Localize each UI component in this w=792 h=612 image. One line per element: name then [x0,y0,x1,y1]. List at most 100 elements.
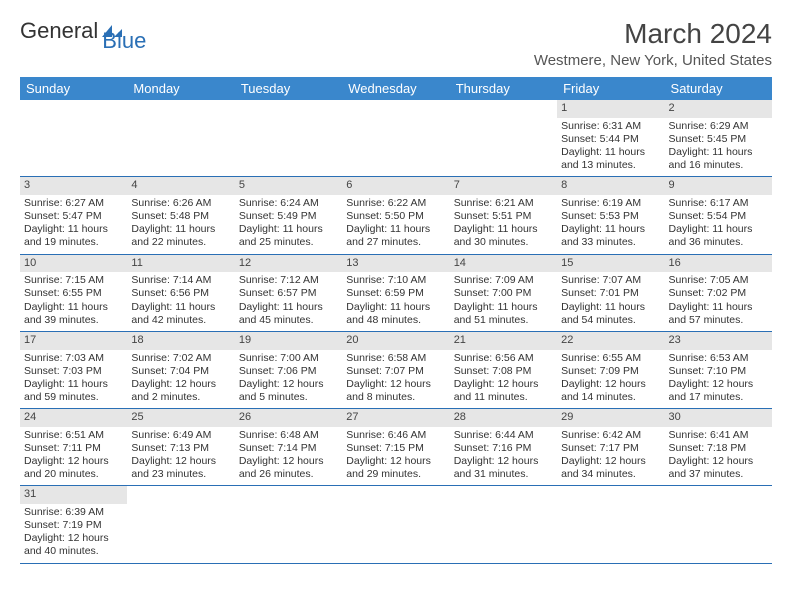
daylight-line: Daylight: 11 hours and 54 minutes. [561,301,660,327]
day-info [127,504,234,563]
sunset-line: Sunset: 7:01 PM [561,287,660,300]
day-number: 7 [450,177,557,195]
sunrise-line: Sunrise: 7:07 AM [561,274,660,287]
sunset-line: Sunset: 7:16 PM [454,442,553,455]
sunset-line: Sunset: 7:07 PM [346,365,445,378]
weekday-header: Sunday [20,77,127,100]
sunset-line: Sunset: 5:51 PM [454,210,553,223]
day-info [127,118,234,177]
day-number: 24 [20,409,127,427]
sunrise-line: Sunrise: 7:14 AM [131,274,230,287]
sunrise-line: Sunrise: 7:05 AM [669,274,768,287]
info-row: Sunrise: 7:15 AMSunset: 6:55 PM Daylight:… [20,272,772,331]
day-info: Sunrise: 6:21 AMSunset: 5:51 PMDaylight:… [450,195,557,254]
day-info: Sunrise: 6:58 AMSunset: 7:07 PMDaylight:… [342,350,449,409]
daylight-line: Daylight: 12 hours and 5 minutes. [239,378,338,404]
day-number [665,486,772,504]
month-title: March 2024 [534,18,772,50]
day-number: 26 [235,409,342,427]
sunset-line: Sunset: 5:47 PM [24,210,123,223]
day-info: Sunrise: 6:19 AMSunset: 5:53 PMDaylight:… [557,195,664,254]
sunset-line: Sunset: 5:54 PM [669,210,768,223]
sunrise-line: Sunrise: 6:22 AM [346,197,445,210]
sunrise-line: Sunrise: 7:12 AM [239,274,338,287]
weekday-header: Monday [127,77,234,100]
sunrise-line: Sunrise: 7:09 AM [454,274,553,287]
sunrise-line: Sunrise: 7:15 AM [24,274,123,287]
info-row: Sunrise: 6:51 AMSunset: 7:11 PMDaylight:… [20,427,772,486]
sunset-line: Sunset: 5:45 PM [669,133,768,146]
day-number [342,100,449,118]
daylight-line: Daylight: 12 hours and 37 minutes. [669,455,768,481]
day-number: 31 [20,486,127,504]
sunset-line: Sunset: 7:13 PM [131,442,230,455]
daylight-line: Daylight: 11 hours and 57 minutes. [669,301,768,327]
day-number: 8 [557,177,664,195]
day-info: Sunrise: 7:07 AMSunset: 7:01 PMDaylight:… [557,272,664,331]
daylight-line: Daylight: 12 hours and 20 minutes. [24,455,123,481]
day-info [450,118,557,177]
daynum-row: 17181920212223 [20,331,772,349]
logo-text-blue: Blue [102,28,146,53]
sunrise-line: Sunrise: 6:17 AM [669,197,768,210]
daylight-line: Daylight: 11 hours and 48 minutes. [346,301,445,327]
daynum-row: 10111213141516 [20,254,772,272]
sunset-line: Sunset: 7:14 PM [239,442,338,455]
logo-text-general: General [20,18,98,44]
day-number: 11 [127,254,234,272]
day-number: 14 [450,254,557,272]
weekday-header: Wednesday [342,77,449,100]
sunrise-line: Sunrise: 7:00 AM [239,352,338,365]
header: General Blue March 2024 Westmere, New Yo… [20,18,772,69]
day-info: Sunrise: 6:55 AMSunset: 7:09 PMDaylight:… [557,350,664,409]
sunset-line: Sunset: 5:48 PM [131,210,230,223]
sunrise-line: Sunrise: 6:21 AM [454,197,553,210]
info-row: Sunrise: 7:03 AMSunset: 7:03 PMDaylight:… [20,350,772,409]
day-info [557,504,664,563]
weekday-header: Saturday [665,77,772,100]
info-row: Sunrise: 6:31 AMSunset: 5:44 PMDaylight:… [20,118,772,177]
sunset-line: Sunset: 6:55 PM [24,287,123,300]
day-number: 18 [127,331,234,349]
daynum-row: 12 [20,100,772,118]
day-info: Sunrise: 6:39 AMSunset: 7:19 PMDaylight:… [20,504,127,563]
day-number: 3 [20,177,127,195]
sunset-line: Sunset: 6:56 PM [131,287,230,300]
weekday-header-row: Sunday Monday Tuesday Wednesday Thursday… [20,77,772,100]
day-info: Sunrise: 6:51 AMSunset: 7:11 PMDaylight:… [20,427,127,486]
day-info: Sunrise: 6:53 AMSunset: 7:10 PMDaylight:… [665,350,772,409]
sunrise-line: Sunrise: 6:24 AM [239,197,338,210]
daylight-line: Daylight: 11 hours and 59 minutes. [24,378,123,404]
daylight-line: Daylight: 11 hours and 33 minutes. [561,223,660,249]
day-number: 22 [557,331,664,349]
day-info: Sunrise: 6:22 AMSunset: 5:50 PMDaylight:… [342,195,449,254]
day-info: Sunrise: 6:41 AMSunset: 7:18 PMDaylight:… [665,427,772,486]
day-number [127,100,234,118]
sunrise-line: Sunrise: 7:10 AM [346,274,445,287]
info-row: Sunrise: 6:39 AMSunset: 7:19 PMDaylight:… [20,504,772,563]
day-info: Sunrise: 7:14 AMSunset: 6:56 PMDaylight:… [127,272,234,331]
sunrise-line: Sunrise: 6:53 AM [669,352,768,365]
sunrise-line: Sunrise: 6:39 AM [24,506,123,519]
day-info: Sunrise: 6:17 AMSunset: 5:54 PMDaylight:… [665,195,772,254]
day-number: 13 [342,254,449,272]
day-info [342,118,449,177]
day-number: 6 [342,177,449,195]
day-number [235,486,342,504]
daynum-row: 24252627282930 [20,409,772,427]
day-number [557,486,664,504]
day-number: 20 [342,331,449,349]
day-number [127,486,234,504]
daylight-line: Daylight: 11 hours and 13 minutes. [561,146,660,172]
day-info: Sunrise: 7:05 AMSunset: 7:02 PMDaylight:… [665,272,772,331]
sunset-line: Sunset: 7:00 PM [454,287,553,300]
logo: General Blue [20,18,170,44]
day-info: Sunrise: 7:00 AMSunset: 7:06 PMDaylight:… [235,350,342,409]
day-number: 15 [557,254,664,272]
sunset-line: Sunset: 5:49 PM [239,210,338,223]
daylight-line: Daylight: 11 hours and 36 minutes. [669,223,768,249]
sunrise-line: Sunrise: 6:46 AM [346,429,445,442]
info-row: Sunrise: 6:27 AMSunset: 5:47 PMDaylight:… [20,195,772,254]
sunset-line: Sunset: 7:19 PM [24,519,123,532]
daylight-line: Daylight: 12 hours and 34 minutes. [561,455,660,481]
